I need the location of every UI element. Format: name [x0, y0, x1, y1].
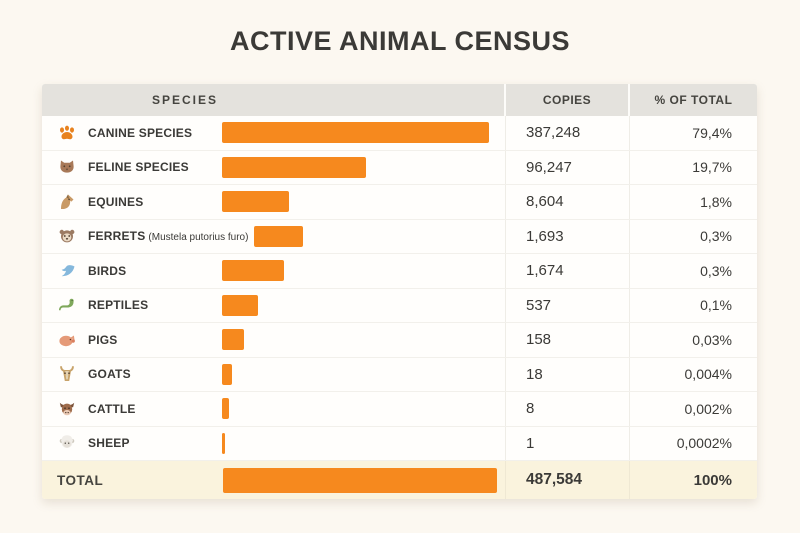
column-header-species: SPECIES	[42, 84, 504, 116]
percent-value: 0,004%	[684, 366, 732, 383]
species-cell: SHEEP	[42, 426, 506, 460]
species-label: GOATS	[88, 367, 131, 382]
cat-icon	[57, 157, 77, 177]
percent-value: 79,4%	[692, 124, 732, 141]
lizard-icon	[57, 295, 77, 315]
species-bar	[222, 156, 366, 178]
table-header-row: SPECIES COPIES % OF TOTAL	[42, 84, 757, 116]
species-bar	[222, 329, 244, 351]
census-table: SPECIES COPIES % OF TOTAL CANINE SPECIES…	[42, 84, 757, 499]
table-row: FELINE SPECIES 96,247 19,7%	[42, 150, 757, 185]
copies-value: 1,693	[506, 219, 630, 253]
species-label: EQUINES	[88, 194, 144, 209]
page-title: ACTIVE ANIMAL CENSUS	[229, 26, 571, 56]
copies-value: 1	[506, 426, 630, 460]
copies-value: 18	[506, 357, 630, 391]
total-copies-value: 487,584	[506, 461, 630, 499]
table-row: SHEEP 1 0,0002%	[42, 426, 757, 461]
species-cell: CANINE SPECIES	[42, 116, 506, 150]
copies-value: 537	[506, 288, 630, 322]
column-header-percent: % OF TOTAL	[630, 84, 757, 116]
bird-icon	[57, 261, 77, 281]
sheep-icon	[57, 433, 77, 453]
total-bar	[223, 467, 497, 493]
species-cell: REPTILES	[42, 288, 506, 322]
percent-value: 0,03%	[692, 331, 732, 348]
species-label: FELINE SPECIES	[88, 160, 189, 175]
table-row: PIGS 158 0,03%	[42, 323, 757, 358]
percent-value: 1,8%	[700, 193, 732, 210]
table-body: CANINE SPECIES 387,248 79,4% FELINE SPEC…	[42, 116, 757, 461]
species-label: SHEEP	[88, 436, 130, 451]
species-bar	[222, 294, 258, 316]
copies-value: 1,674	[506, 254, 630, 288]
species-cell: EQUINES	[42, 185, 506, 219]
percent-value: 0,002%	[684, 400, 732, 417]
species-bar	[222, 398, 229, 420]
species-bar	[254, 225, 304, 247]
table-row: EQUINES 8,604 1,8%	[42, 185, 757, 220]
column-header-copies: COPIES	[506, 84, 628, 116]
total-label: TOTAL	[57, 472, 104, 488]
table-row: CATTLE 8 0,002%	[42, 392, 757, 427]
table-row: CANINE SPECIES 387,248 79,4%	[42, 116, 757, 151]
species-bar	[222, 260, 284, 282]
total-species-cell: TOTAL	[42, 461, 506, 499]
total-percent-value: 100%	[693, 471, 732, 489]
species-label: PIGS	[88, 332, 118, 347]
species-bar	[222, 122, 489, 144]
species-cell: GOATS	[42, 357, 506, 391]
percent-value: 19,7%	[692, 159, 732, 176]
percent-value: 0,3%	[700, 228, 732, 245]
cow-icon	[57, 399, 77, 419]
species-cell: PIGS	[42, 323, 506, 357]
copies-value: 158	[506, 323, 630, 357]
table-row: GOATS 18 0,004%	[42, 357, 757, 392]
ferret-icon	[57, 226, 77, 246]
paw-icon	[57, 123, 77, 143]
copies-value: 8	[506, 392, 630, 426]
species-cell: CATTLE	[42, 392, 506, 426]
species-bar	[222, 191, 289, 213]
table-row: FERRETS (Mustela putorius furo) 1,693 0,3…	[42, 219, 757, 254]
goat-icon	[57, 364, 77, 384]
species-bar	[222, 363, 232, 385]
species-label: BIRDS	[88, 263, 127, 278]
species-label: FERRETS (Mustela putorius furo)	[88, 229, 249, 244]
species-cell: BIRDS	[42, 254, 506, 288]
table-row: REPTILES 537 0,1%	[42, 288, 757, 323]
copies-value: 96,247	[506, 150, 630, 184]
species-label: CATTLE	[88, 401, 136, 416]
table-row: BIRDS 1,674 0,3%	[42, 254, 757, 289]
percent-value: 0,1%	[700, 297, 732, 314]
pig-icon	[57, 330, 77, 350]
horse-icon	[57, 192, 77, 212]
species-cell: FELINE SPECIES	[42, 150, 506, 184]
percent-value: 0,0002%	[676, 435, 732, 452]
total-row: TOTAL 487,584 100%	[42, 461, 757, 499]
species-cell: FERRETS (Mustela putorius furo)	[42, 219, 506, 253]
species-bar	[222, 432, 225, 454]
copies-value: 8,604	[506, 185, 630, 219]
species-label: REPTILES	[88, 298, 149, 313]
copies-value: 387,248	[506, 116, 630, 150]
species-label: CANINE SPECIES	[88, 125, 193, 140]
percent-value: 0,3%	[700, 262, 732, 279]
